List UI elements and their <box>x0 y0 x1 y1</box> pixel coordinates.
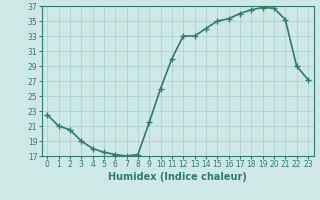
X-axis label: Humidex (Indice chaleur): Humidex (Indice chaleur) <box>108 172 247 182</box>
